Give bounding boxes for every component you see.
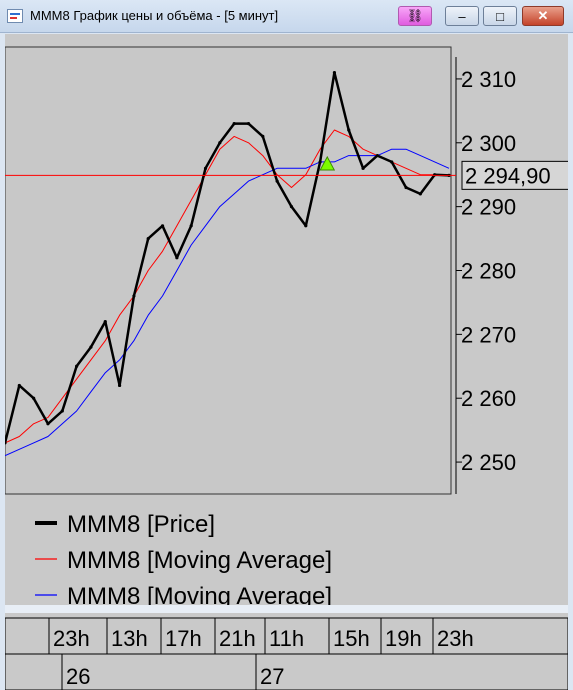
x-tick-label: 23h (437, 626, 474, 651)
x-tick-label: 21h (219, 626, 256, 651)
y-tick-label: 2 300 (461, 131, 516, 156)
maximize-button[interactable]: □ (483, 6, 517, 26)
close-button[interactable]: ✕ (522, 6, 564, 26)
price-point (390, 160, 394, 164)
price-series-line (5, 71, 450, 444)
y-tick-label: 2 270 (461, 322, 516, 347)
legend-label: MMM8 [Moving Average] (67, 547, 332, 574)
price-point (46, 422, 50, 426)
price-point (289, 205, 294, 209)
price-point (146, 236, 150, 241)
price-point (347, 128, 351, 132)
price-point (189, 224, 193, 228)
x-tick-label: 11h (269, 626, 304, 651)
price-point (275, 179, 279, 183)
x-tick-label: 23h (53, 626, 90, 651)
x-tick-label: 17h (165, 626, 202, 651)
price-point (32, 396, 36, 400)
trade-marker-icon (319, 155, 336, 171)
plot-area[interactable] (5, 46, 452, 495)
moving-average-slow-line (5, 148, 450, 457)
y-tick-label: 2 280 (461, 259, 516, 284)
price-point (75, 364, 79, 368)
price-point (89, 345, 93, 349)
price-point (246, 122, 251, 126)
window-title: MMM8 График цены и объёма - [5 минут] (30, 8, 279, 23)
price-point (418, 192, 422, 196)
price-point (132, 294, 136, 298)
price-point (304, 224, 308, 228)
price-point (17, 383, 21, 388)
close-icon: ✕ (537, 8, 549, 23)
price-point (361, 166, 365, 170)
price-point (375, 153, 379, 158)
y-tick-label: 2 250 (461, 450, 516, 475)
price-point (218, 141, 222, 145)
link-button[interactable]: ⛓ (398, 6, 432, 26)
y-tick-label: 2 260 (461, 386, 516, 411)
chart-app-icon (7, 9, 23, 23)
price-point (103, 319, 107, 324)
chart-area: 2 310 2 300 2 290 2 280 2 270 2 260 2 250 2 294… (5, 34, 568, 690)
price-point (175, 256, 179, 260)
x-tick-label: 19h (385, 626, 422, 651)
title-bar: MMM8 График цены и объёма - [5 минут] ⛓ … (0, 0, 573, 33)
minimize-button[interactable]: – (445, 6, 479, 26)
link-icon: ⛓ (406, 8, 424, 23)
x-tick-label: 15h (333, 626, 370, 651)
y-tick-label: 2 310 (461, 67, 516, 92)
moving-average-fast-line (5, 129, 449, 444)
day-label: 27 (260, 664, 284, 689)
price-point (232, 122, 236, 126)
y-tick-label: 2 290 (461, 195, 516, 220)
current-price-box (461, 160, 568, 190)
price-point (203, 166, 208, 170)
price-point (404, 185, 408, 190)
legend-label: MMM8 [Price] (67, 511, 215, 538)
current-price-label: 2 294,90 (465, 163, 551, 188)
price-chart[interactable]: 2 310 2 300 2 290 2 280 2 270 2 260 2 250 2 294… (5, 34, 568, 690)
price-point (318, 160, 322, 164)
x-tick-label: 13h (111, 626, 148, 651)
maximize-icon: □ (496, 8, 504, 24)
price-point (5, 441, 7, 445)
price-point (332, 70, 337, 75)
day-label: 26 (66, 664, 90, 689)
minimize-icon: – (458, 8, 466, 24)
legend-separator (5, 605, 568, 613)
price-point (117, 383, 122, 388)
price-point (261, 134, 265, 138)
price-point (60, 409, 64, 413)
price-point (160, 224, 165, 228)
